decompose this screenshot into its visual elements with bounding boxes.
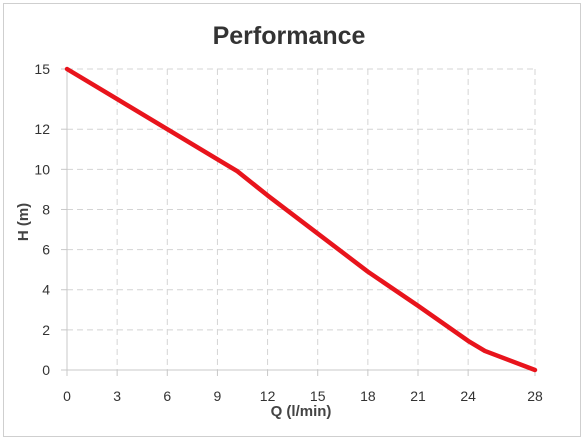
- series-line: [64, 66, 538, 373]
- y-tick-label: 4: [42, 282, 50, 298]
- x-tick-label: 0: [63, 388, 71, 404]
- y-tick-label: 6: [42, 242, 50, 258]
- y-tick-label: 15: [34, 61, 50, 77]
- series: [64, 66, 538, 373]
- x-tick-label: 28: [527, 388, 543, 404]
- x-tick-label: 3: [113, 388, 121, 404]
- x-tick-label: 15: [310, 388, 326, 404]
- grid: [67, 68, 536, 370]
- x-axis-label: Q (l/min): [271, 403, 332, 420]
- x-tick-label: 24: [460, 388, 476, 404]
- x-tick-label: 6: [163, 388, 171, 404]
- chart-frame: [3, 3, 581, 437]
- y-tick-label: 0: [42, 362, 50, 378]
- y-tick-label: 10: [34, 161, 50, 177]
- y-tick-label: 12: [34, 121, 50, 137]
- axes: [61, 68, 536, 376]
- x-tick-label: 18: [360, 388, 376, 404]
- y-axis-label: H (m): [15, 203, 32, 241]
- x-tick-label: 9: [214, 388, 222, 404]
- x-tick-label: 21: [410, 388, 426, 404]
- y-tick-label: 2: [42, 322, 50, 338]
- y-tick-label: 8: [42, 201, 50, 217]
- chart-title: Performance: [212, 22, 366, 50]
- x-tick-label: 12: [260, 388, 276, 404]
